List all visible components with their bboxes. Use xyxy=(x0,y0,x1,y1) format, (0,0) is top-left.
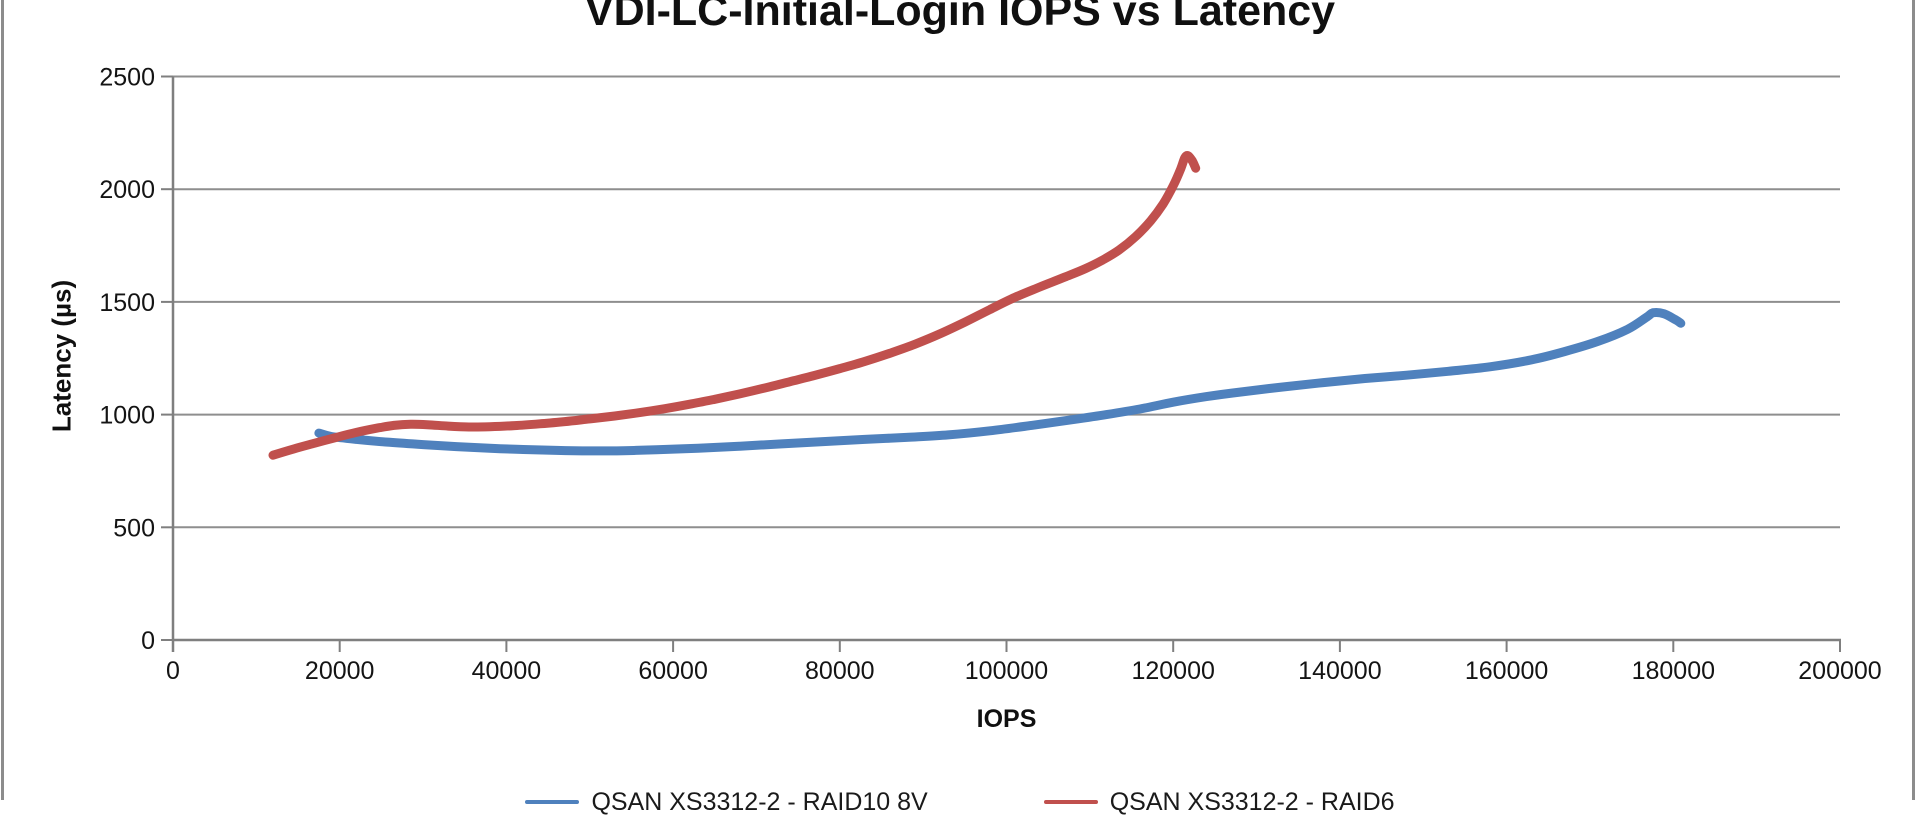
x-tick-label: 180000 xyxy=(1632,657,1715,685)
x-tick-label: 160000 xyxy=(1465,657,1548,685)
legend-line-sample-blue xyxy=(525,800,580,804)
x-tick-label: 60000 xyxy=(638,657,708,685)
x-tick-label: 20000 xyxy=(305,657,375,685)
x-tick-label: 140000 xyxy=(1298,657,1381,685)
series-line-raid6 xyxy=(268,151,1201,460)
x-tick-label: 0 xyxy=(166,657,180,685)
x-tick-label: 80000 xyxy=(805,657,875,685)
series-line-raid10 xyxy=(314,307,1686,456)
chart-frame-border-left xyxy=(1,0,4,800)
y-tick-label: 2500 xyxy=(99,64,155,92)
x-axis-title: IOPS xyxy=(976,705,1037,733)
y-tick-label: 1000 xyxy=(99,402,155,430)
y-tick-label: 2000 xyxy=(99,176,155,204)
legend-item-raid10: QSAN XS3312-2 - RAID10 8V xyxy=(525,785,928,819)
x-tick-label: 100000 xyxy=(965,657,1048,685)
legend-label: QSAN XS3312-2 - RAID6 xyxy=(1109,787,1395,816)
x-tick-label: 200000 xyxy=(1798,657,1881,685)
chart-title: VDI-LC-Initial-Login IOPS vs Latency xyxy=(584,0,1336,35)
y-tick-label: 0 xyxy=(141,627,155,655)
y-tick-label: 500 xyxy=(113,514,155,542)
legend-line-sample-red xyxy=(1043,800,1098,804)
x-tick-label: 40000 xyxy=(472,657,542,685)
legend: QSAN XS3312-2 - RAID10 8V QSAN XS3312-2 … xyxy=(0,785,1920,819)
y-tick-label: 1500 xyxy=(99,289,155,317)
legend-label: QSAN XS3312-2 - RAID10 8V xyxy=(591,787,928,816)
legend-item-raid6: QSAN XS3312-2 - RAID6 xyxy=(1043,785,1395,819)
plot-area: 0 500 1000 1500 2000 2500 0 20000 40000 60000 8000… xyxy=(99,64,1881,686)
x-tick-label: 120000 xyxy=(1131,657,1214,685)
chart-frame-border-right xyxy=(1912,0,1915,800)
